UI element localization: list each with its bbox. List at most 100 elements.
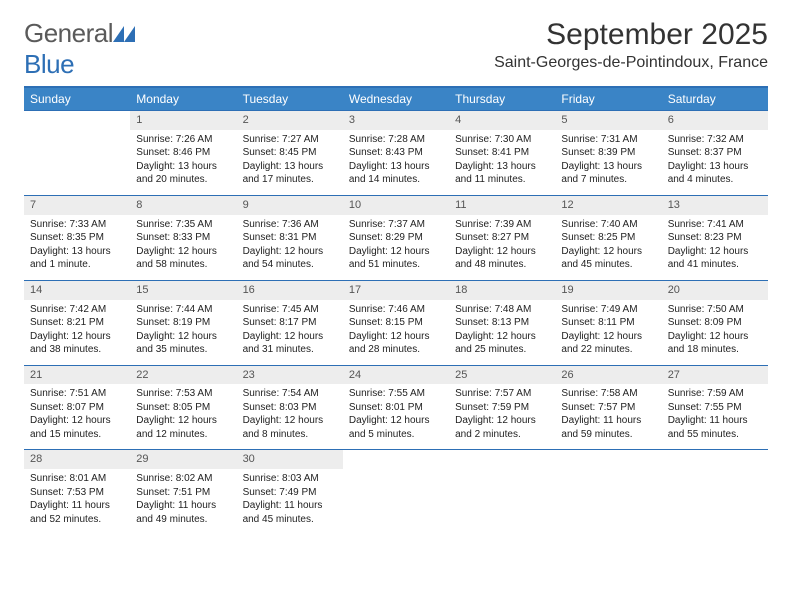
day-sr: Sunrise: 7:27 AM	[243, 133, 337, 147]
day-number-row: 282930	[24, 450, 768, 469]
day-d1: Daylight: 12 hours	[561, 245, 655, 259]
day-number-cell: 11	[449, 195, 555, 214]
day-number-cell: 29	[130, 450, 236, 469]
day-sr: Sunrise: 8:03 AM	[243, 472, 337, 486]
day-content-cell: Sunrise: 7:32 AMSunset: 8:37 PMDaylight:…	[662, 130, 768, 196]
day-sr: Sunrise: 7:39 AM	[455, 218, 549, 232]
calendar-page: GeneralBlue September 2025 Saint-Georges…	[0, 0, 792, 612]
day-number-cell: 25	[449, 365, 555, 384]
day-ss: Sunset: 8:13 PM	[455, 316, 549, 330]
brand-part2: Blue	[24, 49, 74, 79]
day-content-cell: Sunrise: 7:51 AMSunset: 8:07 PMDaylight:…	[24, 384, 130, 450]
weekday-header: Monday	[130, 87, 236, 111]
day-d1: Daylight: 12 hours	[668, 330, 762, 344]
day-number-cell: 14	[24, 280, 130, 299]
day-content-cell: Sunrise: 7:57 AMSunset: 7:59 PMDaylight:…	[449, 384, 555, 450]
day-d1: Daylight: 13 hours	[668, 160, 762, 174]
brand-text: GeneralBlue	[24, 18, 135, 80]
day-number-row: 123456	[24, 111, 768, 130]
day-ss: Sunset: 7:49 PM	[243, 486, 337, 500]
day-number-cell: 26	[555, 365, 661, 384]
day-sr: Sunrise: 7:44 AM	[136, 303, 230, 317]
day-sr: Sunrise: 8:01 AM	[30, 472, 124, 486]
day-content-cell: Sunrise: 7:44 AMSunset: 8:19 PMDaylight:…	[130, 300, 236, 366]
day-number-cell: 18	[449, 280, 555, 299]
day-d1: Daylight: 12 hours	[455, 330, 549, 344]
day-d2: and 11 minutes.	[455, 173, 549, 187]
day-ss: Sunset: 8:05 PM	[136, 401, 230, 415]
day-d1: Daylight: 12 hours	[136, 245, 230, 259]
day-content-cell	[449, 469, 555, 534]
day-content-cell: Sunrise: 8:02 AMSunset: 7:51 PMDaylight:…	[130, 469, 236, 534]
day-sr: Sunrise: 7:53 AM	[136, 387, 230, 401]
day-ss: Sunset: 8:35 PM	[30, 231, 124, 245]
day-content-cell: Sunrise: 7:55 AMSunset: 8:01 PMDaylight:…	[343, 384, 449, 450]
day-ss: Sunset: 8:17 PM	[243, 316, 337, 330]
day-d2: and 55 minutes.	[668, 428, 762, 442]
day-ss: Sunset: 7:53 PM	[30, 486, 124, 500]
day-sr: Sunrise: 7:32 AM	[668, 133, 762, 147]
day-number-cell: 27	[662, 365, 768, 384]
day-d1: Daylight: 11 hours	[30, 499, 124, 513]
day-sr: Sunrise: 7:41 AM	[668, 218, 762, 232]
day-sr: Sunrise: 8:02 AM	[136, 472, 230, 486]
day-number-cell: 21	[24, 365, 130, 384]
day-content-cell: Sunrise: 7:58 AMSunset: 7:57 PMDaylight:…	[555, 384, 661, 450]
day-number-cell: 15	[130, 280, 236, 299]
day-ss: Sunset: 8:15 PM	[349, 316, 443, 330]
day-content-cell: Sunrise: 7:41 AMSunset: 8:23 PMDaylight:…	[662, 215, 768, 281]
day-content-cell: Sunrise: 7:26 AMSunset: 8:46 PMDaylight:…	[130, 130, 236, 196]
day-ss: Sunset: 8:27 PM	[455, 231, 549, 245]
day-ss: Sunset: 8:31 PM	[243, 231, 337, 245]
day-content-row: Sunrise: 8:01 AMSunset: 7:53 PMDaylight:…	[24, 469, 768, 534]
day-d1: Daylight: 12 hours	[455, 245, 549, 259]
day-number-cell: 9	[237, 195, 343, 214]
day-number-cell: 30	[237, 450, 343, 469]
day-content-cell: Sunrise: 7:27 AMSunset: 8:45 PMDaylight:…	[237, 130, 343, 196]
day-number-cell: 3	[343, 111, 449, 130]
day-sr: Sunrise: 7:55 AM	[349, 387, 443, 401]
day-number-cell: 22	[130, 365, 236, 384]
day-sr: Sunrise: 7:37 AM	[349, 218, 443, 232]
day-d1: Daylight: 12 hours	[136, 330, 230, 344]
day-ss: Sunset: 8:33 PM	[136, 231, 230, 245]
day-content-row: Sunrise: 7:33 AMSunset: 8:35 PMDaylight:…	[24, 215, 768, 281]
day-number-cell	[24, 111, 130, 130]
day-number-row: 14151617181920	[24, 280, 768, 299]
brand-part1: General	[24, 18, 113, 48]
day-ss: Sunset: 8:41 PM	[455, 146, 549, 160]
day-sr: Sunrise: 7:57 AM	[455, 387, 549, 401]
day-content-cell: Sunrise: 7:42 AMSunset: 8:21 PMDaylight:…	[24, 300, 130, 366]
day-number-cell	[662, 450, 768, 469]
day-number-cell: 13	[662, 195, 768, 214]
day-number-cell: 12	[555, 195, 661, 214]
day-d2: and 45 minutes.	[243, 513, 337, 527]
day-content-cell: Sunrise: 7:40 AMSunset: 8:25 PMDaylight:…	[555, 215, 661, 281]
day-content-row: Sunrise: 7:51 AMSunset: 8:07 PMDaylight:…	[24, 384, 768, 450]
day-d1: Daylight: 13 hours	[455, 160, 549, 174]
day-d2: and 51 minutes.	[349, 258, 443, 272]
day-d1: Daylight: 13 hours	[136, 160, 230, 174]
weekday-header: Thursday	[449, 87, 555, 111]
day-sr: Sunrise: 7:50 AM	[668, 303, 762, 317]
day-ss: Sunset: 8:29 PM	[349, 231, 443, 245]
day-ss: Sunset: 8:01 PM	[349, 401, 443, 415]
day-content-cell: Sunrise: 7:36 AMSunset: 8:31 PMDaylight:…	[237, 215, 343, 281]
day-sr: Sunrise: 7:35 AM	[136, 218, 230, 232]
weekday-header: Wednesday	[343, 87, 449, 111]
day-ss: Sunset: 7:59 PM	[455, 401, 549, 415]
calendar-table: Sunday Monday Tuesday Wednesday Thursday…	[24, 86, 768, 534]
weekday-header-row: Sunday Monday Tuesday Wednesday Thursday…	[24, 87, 768, 111]
day-d1: Daylight: 11 hours	[668, 414, 762, 428]
day-d1: Daylight: 12 hours	[30, 414, 124, 428]
day-number-cell	[449, 450, 555, 469]
day-d1: Daylight: 12 hours	[349, 245, 443, 259]
day-content-cell: Sunrise: 7:59 AMSunset: 7:55 PMDaylight:…	[662, 384, 768, 450]
day-d1: Daylight: 13 hours	[561, 160, 655, 174]
day-content-cell: Sunrise: 7:46 AMSunset: 8:15 PMDaylight:…	[343, 300, 449, 366]
day-content-row: Sunrise: 7:42 AMSunset: 8:21 PMDaylight:…	[24, 300, 768, 366]
day-ss: Sunset: 8:25 PM	[561, 231, 655, 245]
day-ss: Sunset: 8:43 PM	[349, 146, 443, 160]
day-d2: and 2 minutes.	[455, 428, 549, 442]
day-d2: and 25 minutes.	[455, 343, 549, 357]
